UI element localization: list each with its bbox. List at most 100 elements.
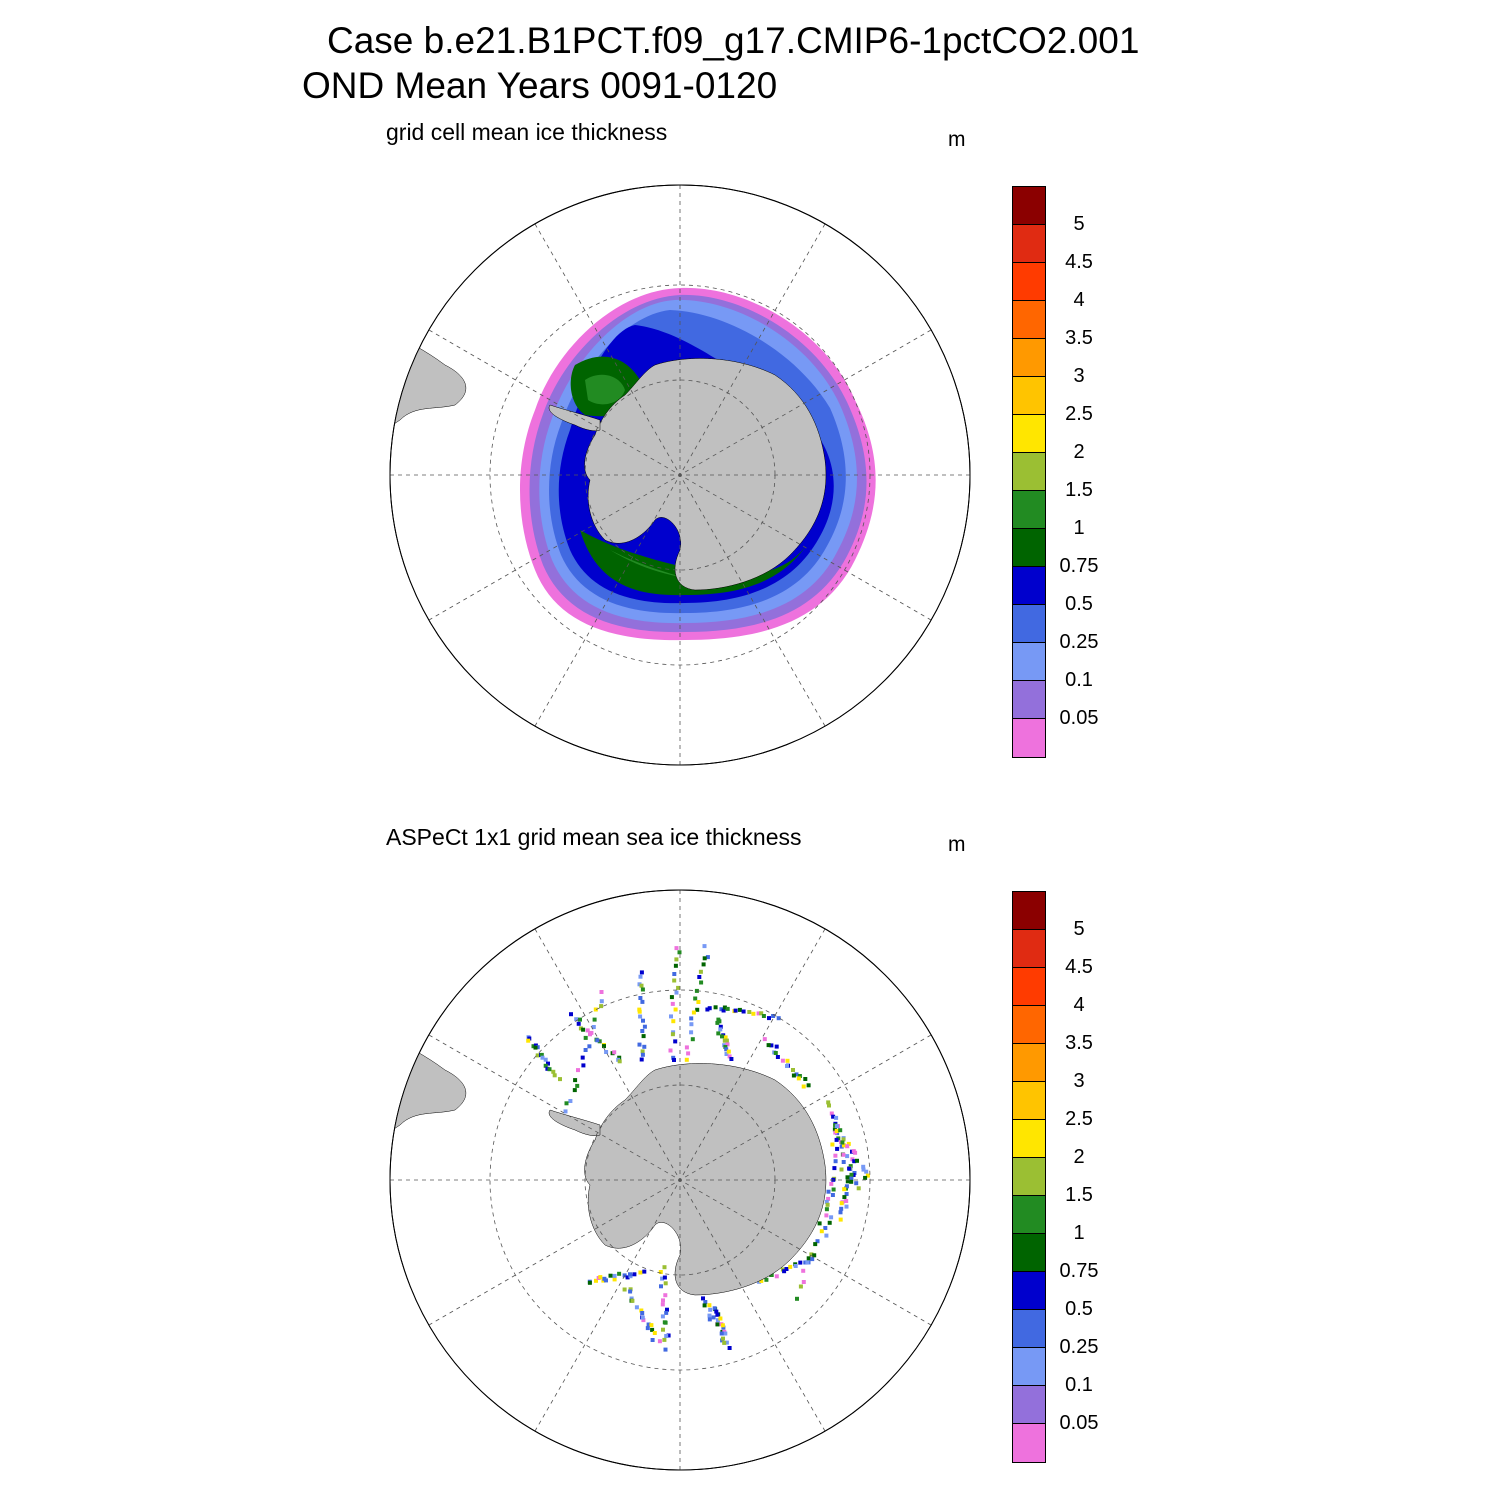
observation-cell (641, 1034, 646, 1039)
observation-cell (604, 1050, 609, 1054)
observation-cell (640, 1049, 645, 1054)
observation-cell (662, 1320, 667, 1325)
observation-cell (844, 1204, 849, 1209)
observation-cell (825, 1202, 830, 1207)
observation-cell (702, 944, 707, 949)
observation-cell (637, 1007, 642, 1012)
observation-cell (568, 1099, 573, 1103)
colorbar-swatch (1013, 567, 1045, 605)
observation-cell (576, 1021, 581, 1026)
observation-cell (759, 1011, 764, 1016)
observation-cell (673, 1007, 678, 1012)
antarctica-land (584, 358, 827, 591)
observation-cell (637, 1042, 642, 1047)
observation-cell (793, 1264, 798, 1268)
observation-cell (674, 957, 679, 962)
observation-cell (707, 1006, 712, 1011)
observation-cell (649, 1323, 654, 1328)
observation-cell (715, 1020, 720, 1025)
observation-cell (673, 963, 678, 968)
panel2-polar-map (389, 889, 971, 1471)
observation-cell (708, 1307, 713, 1312)
observation-cell (637, 1009, 642, 1014)
observation-cell (824, 1199, 829, 1204)
observation-cell (638, 974, 643, 979)
observation-cell (774, 1044, 779, 1049)
observation-cell (842, 1195, 847, 1200)
colorbar-tick-label: 2 (1073, 441, 1085, 463)
observation-cell (589, 1030, 594, 1035)
colorbar-swatch (1013, 1082, 1045, 1120)
observation-cell (806, 1256, 811, 1261)
colorbar-swatch (1013, 605, 1045, 643)
observation-cell (540, 1055, 545, 1060)
observation-cell (720, 1034, 724, 1039)
colorbar-tick-label: 1.5 (1065, 1184, 1093, 1206)
observation-cell (670, 1032, 675, 1037)
observation-cell (672, 1058, 676, 1062)
observation-cell (634, 1305, 639, 1310)
observation-cell (849, 1179, 854, 1184)
observation-cell (573, 1078, 578, 1083)
observation-cell (564, 1101, 569, 1106)
observation-cell (628, 1289, 633, 1294)
observation-cell (595, 1038, 600, 1043)
observation-cell (724, 1052, 729, 1056)
colorbar-swatch (1013, 225, 1045, 263)
observation-cell (689, 1030, 694, 1035)
observation-cell (576, 1068, 580, 1073)
observation-cell (844, 1192, 849, 1196)
observation-cell (694, 988, 699, 993)
observation-cell (543, 1057, 548, 1062)
observation-cell (569, 1012, 573, 1017)
observation-cell (722, 1038, 727, 1043)
observation-cell (539, 1052, 544, 1057)
observation-cell (798, 1260, 803, 1265)
observation-cell (662, 1337, 667, 1342)
observation-cell (604, 1278, 608, 1283)
observation-cell (729, 1057, 734, 1061)
observation-cell (722, 1005, 727, 1010)
observation-cell (639, 1308, 644, 1313)
colorbar-tick-label: 0.1 (1065, 669, 1093, 691)
colorbar-swatch (1013, 529, 1045, 567)
observation-cell (662, 1265, 667, 1270)
graticule (390, 185, 970, 765)
observation-cell (572, 1088, 577, 1093)
observation-cell (533, 1045, 538, 1050)
observation-cell (714, 1309, 719, 1314)
observation-cell (721, 1325, 726, 1330)
observation-cell (711, 1315, 716, 1320)
observation-cell (801, 1280, 806, 1284)
observation-cell (535, 1045, 540, 1050)
observation-cell (645, 1326, 650, 1331)
observation-cell (855, 1158, 859, 1163)
observation-cell (642, 1044, 647, 1049)
observation-cell (795, 1296, 799, 1301)
observation-cell (854, 1181, 859, 1186)
observation-cell (845, 1144, 850, 1149)
observation-cell (650, 1338, 655, 1342)
observation-cell (803, 1077, 808, 1081)
colorbar-tick-label: 0.25 (1059, 631, 1099, 653)
colorbar-tick-label: 4.5 (1065, 956, 1093, 978)
observation-cell (782, 1269, 787, 1274)
observation-cell (815, 1239, 820, 1244)
colorbar-tick-label: 0.75 (1059, 1260, 1099, 1282)
colorbar-swatch (1013, 415, 1045, 453)
observation-cell (657, 1339, 662, 1344)
colorbar-swatch (1013, 681, 1045, 719)
observation-cell (831, 1187, 836, 1192)
observation-cell (612, 1277, 617, 1282)
observation-cell (719, 1007, 724, 1012)
observation-cell (594, 1278, 598, 1283)
observation-cell (583, 1048, 588, 1052)
panel1-colorbar (1012, 186, 1046, 758)
colorbar-tick-label: 1.5 (1065, 479, 1093, 501)
observation-cell (660, 1276, 665, 1281)
graticule (390, 890, 970, 1470)
colorbar-swatch (1013, 1424, 1045, 1462)
observation-cell (663, 1281, 668, 1286)
observation-cell (725, 1042, 730, 1047)
observation-cell (827, 1220, 832, 1225)
